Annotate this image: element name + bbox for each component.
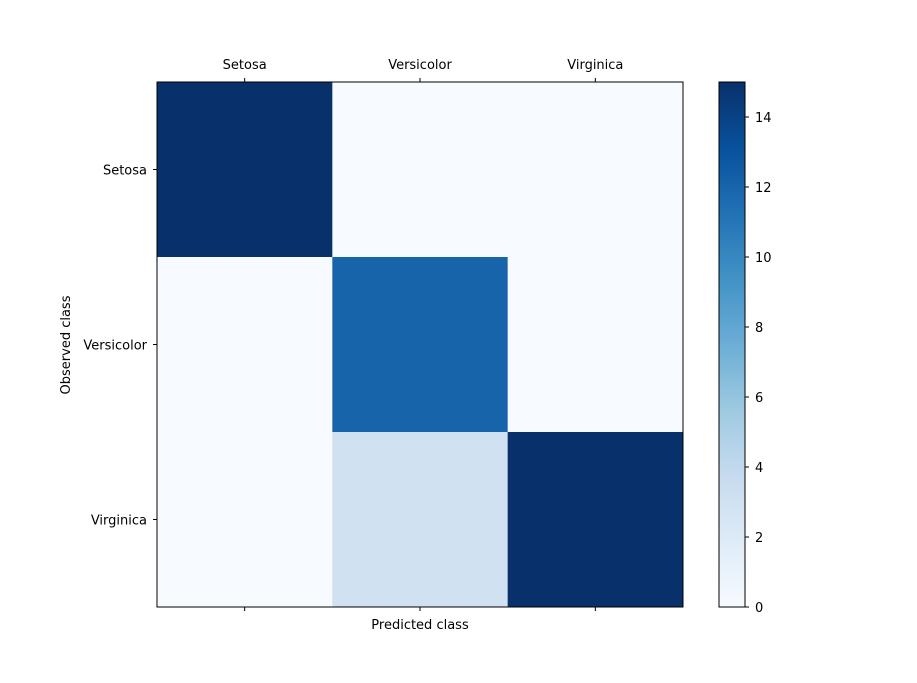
x-tick-label: Virginica <box>567 58 623 73</box>
heatmap-cell-2-0 <box>157 432 333 608</box>
heatmap-cell-2-2 <box>507 432 684 608</box>
colorbar-tick-label: 8 <box>755 321 763 336</box>
colorbar-tick-label: 14 <box>755 111 772 126</box>
x-axis-ticks: Setosa Versicolor Virginica <box>223 58 623 611</box>
colorbar-tick-label: 12 <box>755 181 772 196</box>
heatmap-cell-1-1 <box>332 257 509 433</box>
x-tick-label: Versicolor <box>388 58 452 73</box>
x-axis-label: Predicted class <box>371 618 469 633</box>
y-axis-ticks: Setosa Versicolor Virginica <box>83 164 157 529</box>
colorbar-tick-label: 0 <box>755 601 763 616</box>
colorbar-tick-label: 4 <box>755 461 763 476</box>
y-tick-label: Versicolor <box>83 339 147 354</box>
colorbar-tick-label: 2 <box>755 531 763 546</box>
y-axis-label: Observed class <box>59 295 74 394</box>
heatmap-cells <box>157 82 684 608</box>
heatmap-cell-0-0 <box>157 82 333 258</box>
colorbar: 0 2 4 6 8 10 12 14 <box>718 81 772 616</box>
y-tick-label: Setosa <box>103 164 147 179</box>
heatmap-cell-1-2 <box>507 257 684 433</box>
heatmap-cell-0-2 <box>507 82 684 258</box>
heatmap-cell-0-1 <box>332 82 509 258</box>
colorbar-tick-label: 10 <box>755 251 772 266</box>
x-tick-label: Setosa <box>223 58 267 73</box>
colorbar-ticks: 0 2 4 6 8 10 12 14 <box>745 111 772 616</box>
heatmap-cell-1-0 <box>157 257 333 433</box>
colorbar-tick-label: 6 <box>755 391 763 406</box>
colorbar-frame <box>718 81 746 608</box>
y-tick-label: Virginica <box>91 514 147 529</box>
heatmap-cell-2-1 <box>332 432 509 608</box>
colorbar-gradient <box>719 82 745 607</box>
